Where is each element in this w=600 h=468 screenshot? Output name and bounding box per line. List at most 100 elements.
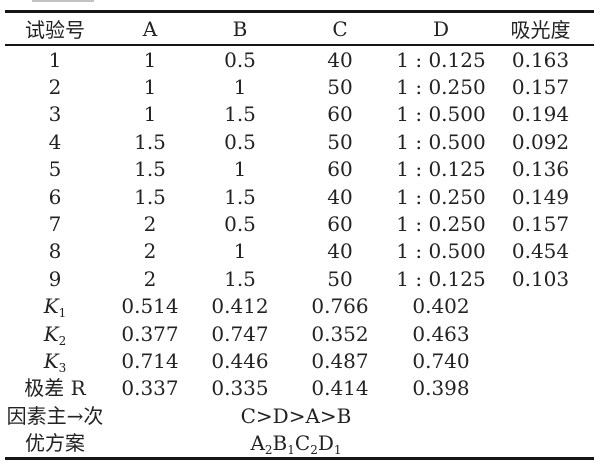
cell-absorbance: 0.454 (511, 239, 570, 264)
cell-b: 1.5 (224, 102, 256, 127)
table-row: 4 1.5 0.5 50 1 : 0.500 0.092 (5, 128, 594, 155)
cell-a: 2 (143, 212, 157, 237)
cell-absorbance: 0.092 (511, 129, 570, 154)
cell-b: 1.5 (224, 184, 256, 209)
cell-a: 0.714 (121, 348, 179, 373)
scan-artifact-line (32, 0, 94, 2)
table-row: 2 1 1 50 1 : 0.250 0.157 (5, 73, 594, 100)
cell-a: 1 (143, 102, 157, 127)
table-row: K3 0.714 0.446 0.487 0.740 (5, 347, 594, 374)
cell-d: 0.402 (412, 294, 470, 319)
row-label-k: K1 (43, 294, 67, 321)
col-header-factor-b: B (195, 11, 285, 46)
col-header-factor-c: C (285, 11, 395, 46)
cell-empty (487, 320, 594, 347)
table-row: 极差 R 0.337 0.335 0.414 0.398 (5, 375, 594, 402)
cell-a: 2 (143, 266, 157, 291)
cell-d-ratio: 1 : 0.125 (396, 47, 486, 72)
cell-c: 40 (327, 47, 353, 72)
table-row: 7 2 0.5 60 1 : 0.250 0.157 (5, 210, 594, 237)
col-header-factor-d: D (395, 11, 487, 46)
cell-d: 0.463 (412, 321, 470, 346)
cell-d-ratio: 1 : 0.125 (396, 157, 486, 182)
cell-c: 0.352 (311, 321, 369, 346)
cell-d-ratio: 1 : 0.250 (396, 212, 486, 237)
cell-test-number: 2 (48, 75, 62, 100)
cell-b: 0.335 (211, 376, 269, 401)
cell-test-number: 7 (48, 212, 62, 237)
cell-d: 0.398 (412, 376, 470, 401)
cell-b: 0.412 (211, 294, 269, 319)
cell-b: 1 (233, 75, 247, 100)
header-row: 试验号 A B C D 吸光度 (5, 11, 594, 46)
table-row: 8 2 1 40 1 : 0.500 0.454 (5, 238, 594, 265)
cell-absorbance: 0.163 (511, 47, 570, 72)
row-label-k: K3 (43, 348, 67, 375)
table-row: K1 0.514 0.412 0.766 0.402 (5, 293, 594, 320)
cell-c: 40 (327, 184, 353, 209)
cell-absorbance: 0.136 (511, 157, 570, 182)
cell-b: 1.5 (224, 266, 256, 291)
cell-b: 1 (233, 157, 247, 182)
cell-absorbance: 0.194 (511, 102, 570, 127)
cell-factor-order-value: C>D>A>B (240, 403, 352, 428)
cell-empty (487, 402, 594, 429)
table-row: K2 0.377 0.747 0.352 0.463 (5, 320, 594, 347)
cell-absorbance: 0.157 (511, 75, 570, 100)
cell-c: 0.487 (311, 348, 369, 373)
cell-d-ratio: 1 : 0.250 (396, 184, 486, 209)
cell-b: 0.446 (211, 348, 269, 373)
cell-c: 50 (327, 129, 353, 154)
table-row: 3 1 1.5 60 1 : 0.500 0.194 (5, 101, 594, 128)
cell-b: 0.5 (224, 212, 256, 237)
cell-a: 0.337 (121, 376, 179, 401)
cell-b: 0.747 (211, 321, 269, 346)
table-row: 因素主→次 C>D>A>B (5, 402, 594, 429)
cell-a: 0.514 (121, 294, 179, 319)
cell-d-ratio: 1 : 0.125 (396, 266, 486, 291)
cell-empty (487, 347, 594, 374)
cell-a: 1 (143, 75, 157, 100)
cell-test-number: 9 (48, 266, 62, 291)
row-label-k: K2 (43, 321, 67, 348)
cell-c: 60 (327, 157, 353, 182)
cell-b: 0.5 (224, 129, 256, 154)
cell-d-ratio: 1 : 0.500 (396, 129, 486, 154)
cell-test-number: 3 (48, 102, 62, 127)
cell-empty (487, 429, 594, 458)
col-header-absorbance: 吸光度 (487, 11, 594, 46)
cell-test-number: 8 (48, 239, 62, 264)
cell-d-ratio: 1 : 0.500 (396, 102, 486, 127)
cell-a: 0.377 (121, 321, 179, 346)
cell-a: 1 (143, 47, 157, 72)
table-row: 优方案 A2B1C2D1 (5, 429, 594, 458)
cell-c: 50 (327, 75, 353, 100)
cell-c: 50 (327, 266, 353, 291)
cell-test-number: 6 (48, 184, 62, 209)
cell-d-ratio: 1 : 0.500 (396, 239, 486, 264)
cell-c: 40 (327, 239, 353, 264)
cell-test-number: 1 (48, 47, 62, 72)
row-label-range: 极差 R (24, 376, 86, 401)
cell-empty (487, 375, 594, 402)
orthogonal-test-table: 试验号 A B C D 吸光度 1 1 0.5 40 1 : 0.125 0.163 2 1 1… (5, 10, 594, 460)
cell-absorbance: 0.157 (511, 212, 570, 237)
cell-c: 60 (327, 102, 353, 127)
cell-test-number: 5 (48, 157, 62, 182)
row-label-factor-order: 因素主→次 (6, 403, 104, 428)
col-header-test-number: 试验号 (5, 11, 105, 46)
cell-optimal-scheme-value: A2B1C2D1 (250, 431, 342, 458)
cell-absorbance: 0.149 (511, 184, 570, 209)
row-label-optimal-scheme: 优方案 (25, 431, 85, 456)
cell-c: 60 (327, 212, 353, 237)
cell-a: 1.5 (134, 157, 166, 182)
cell-d: 0.740 (412, 348, 470, 373)
cell-absorbance: 0.103 (511, 266, 570, 291)
cell-b: 1 (233, 239, 247, 264)
cell-c: 0.766 (311, 294, 369, 319)
cell-d-ratio: 1 : 0.250 (396, 75, 486, 100)
col-header-factor-a: A (105, 11, 195, 46)
cell-empty (487, 293, 594, 320)
table-row: 1 1 0.5 40 1 : 0.125 0.163 (5, 45, 594, 73)
